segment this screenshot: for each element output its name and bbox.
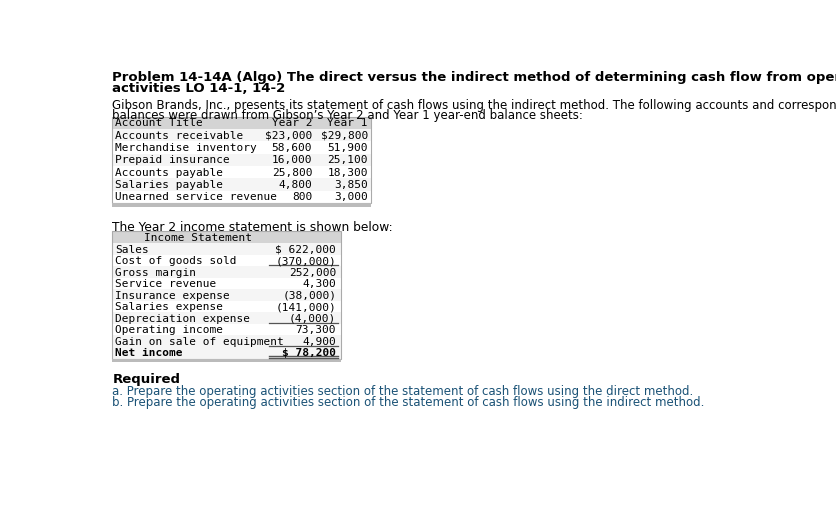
Text: Net income: Net income: [115, 349, 183, 358]
Text: $23,000: $23,000: [265, 130, 312, 140]
Text: Gibson Brands, Inc., presents its statement of cash flows using the indirect met: Gibson Brands, Inc., presents its statem…: [112, 99, 836, 112]
Text: Account Title: Account Title: [115, 118, 203, 128]
Text: Accounts receivable: Accounts receivable: [115, 130, 243, 140]
Text: balances were drawn from Gibson’s Year 2 and Year 1 year-end balance sheets:: balances were drawn from Gibson’s Year 2…: [112, 109, 584, 122]
Bar: [112, 191, 371, 203]
Text: 4,800: 4,800: [278, 180, 312, 190]
Text: 800: 800: [292, 192, 312, 202]
Text: Accounts payable: Accounts payable: [115, 167, 223, 178]
Text: Unearned service revenue: Unearned service revenue: [115, 192, 278, 202]
Text: 18,300: 18,300: [328, 167, 368, 178]
Bar: [112, 232, 341, 243]
Bar: [112, 335, 341, 347]
Text: Income Statement: Income Statement: [144, 233, 252, 243]
Text: 25,800: 25,800: [272, 167, 312, 178]
Text: Gross margin: Gross margin: [115, 268, 196, 278]
Text: 73,300: 73,300: [296, 325, 336, 335]
Bar: [112, 254, 341, 266]
Text: Depreciation expense: Depreciation expense: [115, 314, 250, 324]
Bar: [112, 266, 341, 278]
Text: Cost of goods sold: Cost of goods sold: [115, 256, 237, 266]
Text: Year 1: Year 1: [328, 118, 368, 128]
Text: 16,000: 16,000: [272, 155, 312, 165]
Text: Sales: Sales: [115, 244, 149, 254]
Bar: [112, 117, 371, 129]
Bar: [112, 358, 341, 363]
Text: Prepaid insurance: Prepaid insurance: [115, 155, 230, 165]
Text: Service revenue: Service revenue: [115, 279, 217, 289]
Text: 4,300: 4,300: [303, 279, 336, 289]
Bar: [112, 324, 341, 335]
Text: (38,000): (38,000): [283, 291, 336, 301]
Bar: [112, 117, 371, 203]
Bar: [112, 154, 371, 166]
Text: 58,600: 58,600: [272, 143, 312, 153]
Text: Operating income: Operating income: [115, 325, 223, 335]
Text: b. Prepare the operating activities section of the statement of cash flows using: b. Prepare the operating activities sect…: [112, 396, 705, 409]
Text: 252,000: 252,000: [289, 268, 336, 278]
Text: Required: Required: [112, 373, 181, 386]
Text: Salaries expense: Salaries expense: [115, 302, 223, 312]
Text: 25,100: 25,100: [328, 155, 368, 165]
Bar: [112, 129, 371, 142]
Text: Merchandise inventory: Merchandise inventory: [115, 143, 257, 153]
Text: Insurance expense: Insurance expense: [115, 291, 230, 301]
Text: 3,850: 3,850: [334, 180, 368, 190]
Text: 3,000: 3,000: [334, 192, 368, 202]
Bar: [112, 289, 341, 301]
Text: (370,000): (370,000): [276, 256, 336, 266]
Text: Year 2: Year 2: [272, 118, 312, 128]
Text: 51,900: 51,900: [328, 143, 368, 153]
Text: $ 622,000: $ 622,000: [276, 244, 336, 254]
Text: 4,900: 4,900: [303, 337, 336, 347]
Text: (141,000): (141,000): [276, 302, 336, 312]
Bar: [112, 301, 341, 312]
Text: Problem 14-14A (Algo) The direct versus the indirect method of determining cash : Problem 14-14A (Algo) The direct versus …: [112, 70, 836, 84]
Bar: [112, 166, 371, 178]
Bar: [112, 347, 341, 358]
Text: $ 78,200: $ 78,200: [283, 349, 336, 358]
Text: a. Prepare the operating activities section of the statement of cash flows using: a. Prepare the operating activities sect…: [112, 385, 694, 399]
Text: activities LO 14-1, 14-2: activities LO 14-1, 14-2: [112, 82, 286, 95]
Text: $29,800: $29,800: [321, 130, 368, 140]
Bar: [112, 178, 371, 191]
Bar: [112, 243, 341, 254]
Bar: [112, 203, 371, 207]
Text: Salaries payable: Salaries payable: [115, 180, 223, 190]
Bar: [112, 278, 341, 289]
Text: Gain on sale of equipment: Gain on sale of equipment: [115, 337, 284, 347]
Bar: [112, 312, 341, 324]
Bar: [112, 142, 371, 154]
Bar: [112, 232, 341, 358]
Text: (4,000): (4,000): [289, 314, 336, 324]
Text: The Year 2 income statement is shown below:: The Year 2 income statement is shown bel…: [112, 220, 393, 234]
